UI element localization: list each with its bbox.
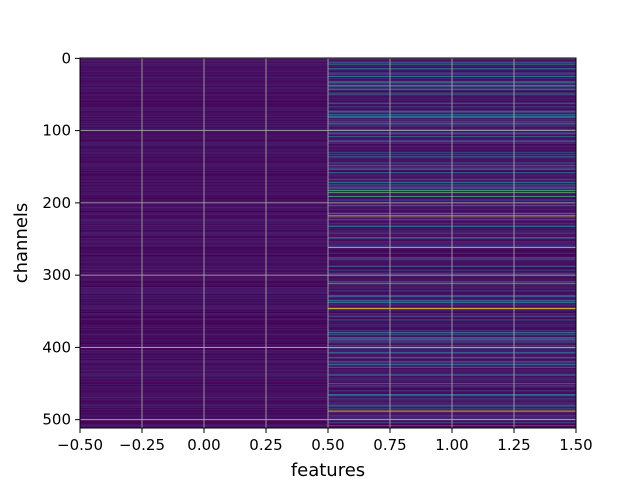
y-tick-label: 100 (42, 122, 71, 140)
y-tick-label: 200 (42, 194, 71, 212)
x-tick-label: 0.25 (249, 436, 282, 454)
plot-area (79, 57, 577, 429)
y-axis: 0 100 200 300 400 500 (42, 49, 80, 429)
x-tick-label: 0.50 (311, 436, 344, 454)
y-tick-label: 400 (42, 338, 71, 356)
x-tick-label: 0.75 (373, 436, 406, 454)
x-tick-label: 1.50 (559, 436, 592, 454)
x-tick-label: 1.00 (435, 436, 468, 454)
x-axis-label: features (291, 460, 365, 480)
y-tick-label: 0 (61, 49, 71, 67)
x-tick-label: −0.50 (57, 436, 103, 454)
x-axis: −0.50 −0.25 0.00 0.25 0.50 0.75 1.00 1.25 1.50 (57, 428, 593, 454)
y-tick-label: 300 (42, 266, 71, 284)
x-tick-label: −0.25 (119, 436, 165, 454)
x-tick-label: 0.00 (187, 436, 220, 454)
y-axis-label: channels (11, 203, 32, 284)
x-tick-label: 1.25 (497, 436, 530, 454)
y-tick-label: 500 (42, 411, 71, 429)
